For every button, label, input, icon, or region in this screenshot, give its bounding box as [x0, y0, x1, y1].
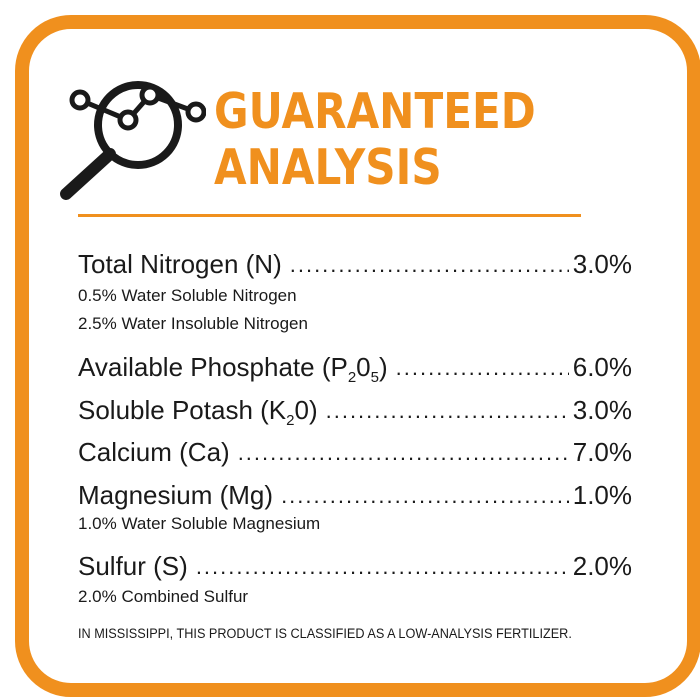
nutrient-value: 2.0%	[572, 551, 632, 581]
nutrient-value: 1.0%	[572, 480, 632, 510]
nutrient-row-phosphate: Available Phosphate (P205) 6.0%	[78, 348, 632, 386]
nutrient-label: Available Phosphate (P205)	[78, 352, 388, 386]
nutrient-row-calcium: Calcium (Ca) 7.0%	[78, 433, 632, 467]
nutrient-row-nitrogen: Total Nitrogen (N) 3.0%	[78, 245, 632, 279]
leader-dots	[396, 354, 569, 382]
nutrient-value: 6.0%	[572, 352, 632, 382]
magnifier-chart-icon	[60, 81, 206, 200]
leader-dots	[290, 251, 569, 279]
nutrient-label: Calcium (Ca)	[78, 437, 230, 467]
nutrient-value: 7.0%	[572, 437, 632, 467]
footer-note: IN MISSISSIPPI, THIS PRODUCT IS CLASSIFI…	[78, 626, 572, 641]
title-divider	[78, 214, 581, 217]
nutrient-row-potash: Soluble Potash (K20) 3.0%	[78, 391, 632, 429]
leader-dots	[326, 397, 569, 425]
nutrient-value: 3.0%	[572, 395, 632, 425]
title-line-2: ANALYSIS	[214, 139, 442, 196]
leader-dots	[196, 553, 569, 581]
page-title: GUARANTEED ANALYSIS	[214, 84, 536, 196]
nutrient-row-magnesium: Magnesium (Mg) 1.0%	[78, 476, 632, 510]
nutrient-note: 0.5% Water Soluble Nitrogen	[78, 286, 297, 305]
nutrient-label: Magnesium (Mg)	[78, 480, 274, 510]
title-line-1: GUARANTEED	[214, 83, 536, 140]
nutrient-label: Total Nitrogen (N)	[78, 249, 282, 279]
nutrient-note: 2.0% Combined Sulfur	[78, 587, 249, 606]
leader-dots	[281, 482, 569, 510]
nutrient-value: 3.0%	[572, 249, 632, 279]
nutrient-label: Soluble Potash (K20)	[78, 395, 318, 429]
nutrient-row-sulfur: Sulfur (S) 2.0%	[78, 547, 632, 581]
nutrient-label: Sulfur (S)	[78, 551, 188, 581]
nutrient-note: 2.5% Water Insoluble Nitrogen	[78, 314, 308, 333]
leader-dots	[238, 439, 569, 467]
nutrient-note: 1.0% Water Soluble Magnesium	[78, 514, 321, 533]
